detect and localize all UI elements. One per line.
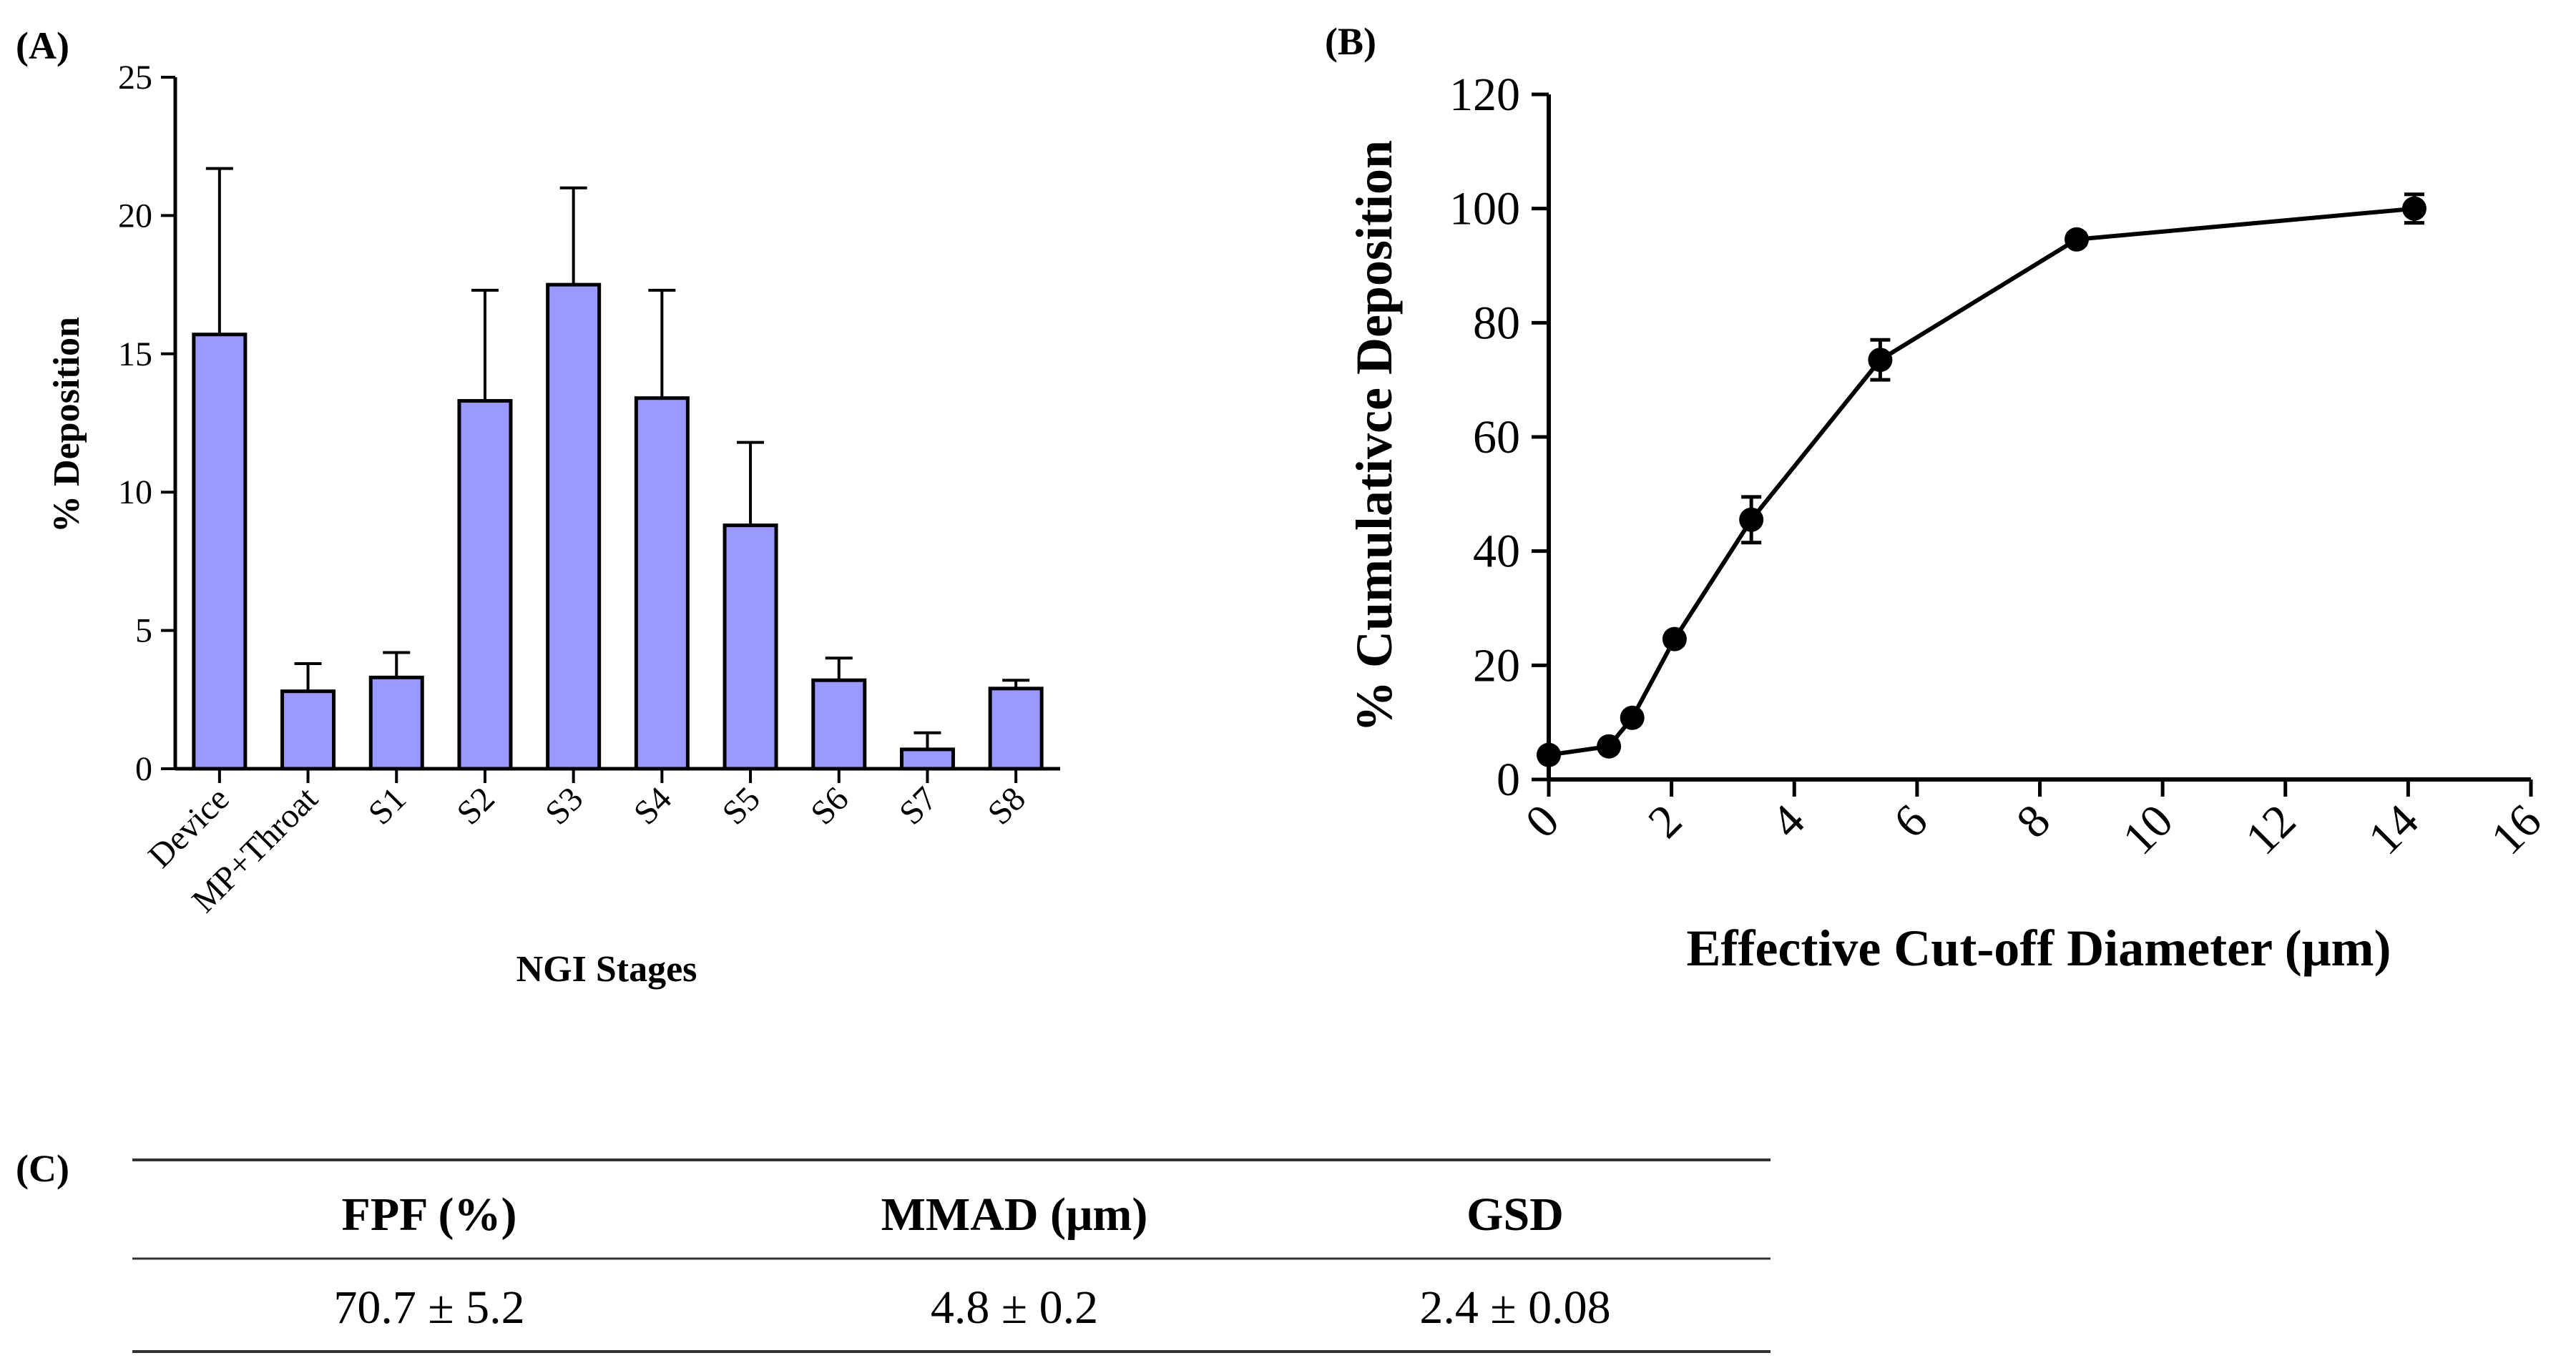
a-x-tick-label: S6 [803, 779, 856, 832]
b-data-point [2064, 227, 2089, 252]
b-data-point [1620, 705, 1645, 730]
b-data-point [1597, 734, 1622, 759]
panel-b-line-chart: (B) 0 20 40 60 80 100 120 0 2 4 6 8 10 12 14 16 % Cumu… [1325, 20, 2552, 977]
a-x-tick-label: S2 [449, 779, 501, 832]
a-error-bar [383, 651, 411, 678]
a-error-bar [825, 656, 853, 681]
a-y-tick-label: 15 [118, 335, 152, 373]
a-bar [811, 678, 867, 771]
b-points [1537, 196, 2426, 767]
b-x-tick-label: 0 [1516, 794, 1569, 848]
b-y-ticks: 0 20 40 60 80 100 120 [1449, 69, 1549, 806]
b-x-tick-label: 2 [1638, 794, 1692, 848]
a-bar [192, 333, 248, 771]
a-bar [899, 747, 955, 771]
b-x-tick-label: 16 [2481, 794, 2551, 865]
b-error-bars [1539, 192, 2424, 760]
table-cell-gsd: 2.4 ± 0.08 [1419, 1281, 1610, 1334]
b-data-point [1662, 626, 1687, 651]
b-x-tick-label: 8 [2007, 794, 2060, 848]
a-bar [634, 396, 690, 771]
table-cell-fpf: 70.7 ± 5.2 [333, 1281, 524, 1334]
a-bar [546, 282, 602, 771]
a-bar [457, 399, 513, 771]
table-header-fpf: FPF (%) [342, 1189, 517, 1241]
a-bar [988, 687, 1044, 771]
b-x-axis-title: Effective Cut-off Diameter (μm) [1686, 920, 2391, 977]
b-x-tick-label: 14 [2359, 794, 2429, 865]
a-x-tick-label: S5 [715, 779, 767, 832]
a-y-tick-label: 10 [118, 473, 152, 511]
a-bars [192, 282, 1044, 771]
b-x-tick-label: 4 [1761, 794, 1815, 848]
panel-c-label: (C) [16, 1147, 69, 1190]
a-error-bars [205, 167, 1030, 749]
table-header-mmad: MMAD (μm) [881, 1189, 1148, 1241]
b-x-ticks: 0 2 4 6 8 10 12 14 16 [1516, 779, 2552, 865]
a-error-bar [737, 441, 765, 526]
b-y-tick-label: 100 [1449, 183, 1520, 235]
b-x-tick-label: 12 [2235, 794, 2306, 865]
a-error-bar [294, 662, 322, 692]
a-x-tick-label: S7 [892, 779, 944, 832]
b-y-tick-label: 20 [1473, 639, 1520, 692]
b-y-tick-label: 60 [1473, 411, 1520, 463]
a-y-tick-label: 20 [118, 197, 152, 235]
b-y-tick-label: 120 [1449, 69, 1520, 121]
a-error-bar [205, 167, 233, 335]
a-bar [368, 675, 424, 771]
b-data-point [2401, 196, 2426, 221]
b-data-point [1537, 742, 1561, 767]
a-error-bar [914, 731, 941, 749]
b-y-axis-title: % Cumulativce Deposition [1346, 140, 1403, 732]
panel-b-label: (B) [1325, 20, 1376, 63]
a-error-bar [559, 186, 587, 285]
table-cell-mmad: 4.8 ± 0.2 [931, 1281, 1098, 1334]
a-x-tick-label: S8 [981, 779, 1033, 832]
b-x-tick-label: 10 [2112, 794, 2183, 865]
a-x-tick-label: S4 [627, 779, 679, 832]
a-x-tick-label: S3 [538, 779, 590, 832]
b-x-tick-label: 6 [1884, 794, 1938, 848]
a-bar [280, 689, 336, 771]
a-x-tick-label: S1 [361, 779, 413, 832]
a-error-bar [648, 288, 676, 398]
a-x-axis-title: NGI Stages [516, 949, 697, 990]
b-series-line-group [1548, 206, 2415, 757]
a-y-axis-title: % Deposition [46, 317, 87, 533]
b-data-point [1739, 507, 1764, 532]
a-y-tick-label: 5 [135, 612, 152, 650]
panel-a-label: (A) [16, 24, 69, 67]
panel-c-table: (C) FPF (%) MMAD (μm) GSD 70.7 ± 5.2 4.8… [16, 1147, 1771, 1353]
a-error-bar [471, 288, 499, 401]
b-y-tick-label: 0 [1497, 754, 1520, 806]
b-y-tick-label: 80 [1473, 297, 1520, 349]
a-y-ticks: 0 5 10 15 20 25 [118, 59, 175, 788]
b-y-tick-label: 40 [1473, 526, 1520, 578]
a-y-tick-label: 0 [135, 750, 152, 788]
b-data-point [1868, 348, 1893, 373]
table-header-gsd: GSD [1466, 1189, 1564, 1241]
a-bar [723, 523, 778, 771]
b-series-line [1548, 206, 2415, 757]
a-y-tick-label: 25 [118, 59, 152, 97]
